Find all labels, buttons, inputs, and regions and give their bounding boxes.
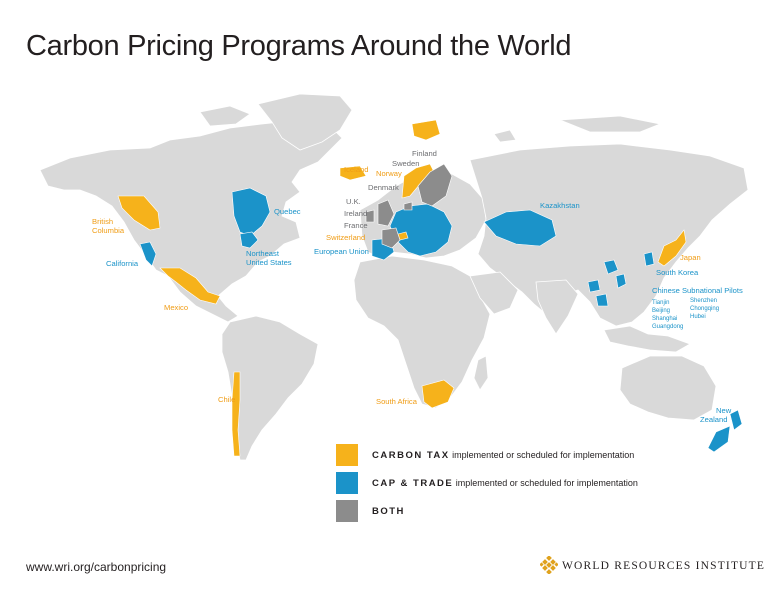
- pilot-guangdong: Guangdong: [652, 324, 683, 330]
- label-finland: Finland: [412, 149, 437, 158]
- legend-text-both: BOTH: [372, 506, 405, 517]
- legend-desc-carbon-tax: implemented or scheduled for implementat…: [452, 450, 635, 460]
- south-korea-region: [643, 251, 655, 267]
- quebec-region: [231, 187, 271, 237]
- pilot-shanghai: Shanghai: [652, 316, 677, 322]
- africa-landmass: [353, 255, 491, 409]
- legend-desc-cap-trade: implemented or scheduled for implementat…: [455, 478, 638, 488]
- cap-trade-regions: [139, 187, 743, 453]
- pilot-tianjin: Tianjin: [652, 300, 669, 306]
- label-switzerland: Switzerland: [326, 233, 365, 242]
- legend-text-carbon-tax: CARBON TAX implemented or scheduled for …: [372, 450, 634, 461]
- page-title: Carbon Pricing Programs Around the World: [26, 30, 572, 62]
- south-africa-region: [421, 379, 455, 409]
- china-pilot-hubei: [587, 279, 601, 293]
- ireland-region: [365, 209, 375, 223]
- legend-row-cap-trade: CAP & TRADE implemented or scheduled for…: [336, 472, 736, 496]
- california-region: [139, 241, 157, 267]
- china-pilot-shanghai: [615, 273, 627, 289]
- label-denmark: Denmark: [368, 183, 399, 192]
- russia-arctic: [559, 115, 662, 133]
- label-chinese-pilots-col2: Shenzhen Chongqing Hubei: [690, 298, 721, 320]
- asia-landmass: [469, 143, 749, 327]
- label-northeast-us: Northeast United States: [246, 249, 292, 267]
- france-region: [381, 227, 401, 249]
- legend-swatch-cap-trade: [336, 472, 358, 494]
- footer-url[interactable]: www.wri.org/carbonpricing: [26, 560, 167, 574]
- china-pilot-guangdong: [595, 293, 609, 307]
- kazakhstan-region: [483, 209, 557, 247]
- label-new-zealand-l1: New: [716, 406, 732, 415]
- label-mexico: Mexico: [164, 303, 188, 312]
- japan-region: [657, 229, 687, 267]
- label-new-zealand: New Zealand: [700, 406, 733, 424]
- label-ireland: Ireland: [344, 209, 367, 218]
- wri-logo-icon: [540, 556, 558, 574]
- label-northeast-us-l2: United States: [246, 258, 292, 267]
- carbon-tax-regions: [117, 119, 687, 457]
- label-france: France: [344, 221, 368, 230]
- chile-region: [231, 371, 241, 457]
- label-british-columbia-l1: British: [92, 217, 113, 226]
- arctic-islands: [199, 105, 251, 127]
- pilot-beijing: Beijing: [652, 308, 670, 314]
- map-labels: British Columbia Quebec California North…: [92, 149, 743, 424]
- australia: [619, 355, 717, 421]
- svalbard-tax: [411, 119, 441, 141]
- legend-row-both: BOTH: [336, 500, 736, 524]
- label-chinese-pilots-col1: Tianjin Beijing Shanghai Guangdong: [652, 300, 683, 330]
- legend-swatch-carbon-tax: [336, 444, 358, 466]
- pilot-hubei: Hubei: [690, 314, 706, 320]
- organization-logo: WORLD RESOURCES INSTITUTE: [540, 556, 770, 576]
- label-british-columbia: British Columbia: [92, 217, 125, 235]
- label-kazakhstan: Kazakhstan: [540, 201, 580, 210]
- organization-name: WORLD RESOURCES INSTITUTE: [562, 560, 766, 572]
- label-norway: Norway: [376, 169, 402, 178]
- north-america-landmass: [39, 119, 343, 323]
- label-south-africa: South Africa: [376, 397, 418, 406]
- label-japan: Japan: [680, 253, 701, 262]
- south-america-landmass: [221, 315, 319, 461]
- label-sweden: Sweden: [392, 159, 419, 168]
- label-northeast-us-l1: Northeast: [246, 249, 280, 258]
- label-california: California: [106, 259, 139, 268]
- legend-row-carbon-tax: CARBON TAX implemented or scheduled for …: [336, 444, 736, 468]
- new-zealand-south: [707, 425, 731, 453]
- legend-key-both: BOTH: [372, 506, 405, 517]
- legend-key-carbon-tax: CARBON TAX: [372, 450, 450, 461]
- british-columbia-region: [117, 195, 161, 231]
- legend-key-cap-trade: CAP & TRADE: [372, 478, 454, 489]
- northeast-us-region: [239, 231, 259, 249]
- southeast-asia-islands: [603, 325, 691, 353]
- sweden-finland-region: [417, 163, 453, 207]
- madagascar: [473, 355, 489, 391]
- denmark-region: [403, 201, 413, 211]
- label-chile: Chile: [218, 395, 235, 404]
- legend-text-cap-trade: CAP & TRADE implemented or scheduled for…: [372, 478, 638, 489]
- label-new-zealand-l2: Zealand: [700, 415, 727, 424]
- label-quebec: Quebec: [274, 207, 301, 216]
- label-british-columbia-l2: Columbia: [92, 226, 125, 235]
- pilot-shenzhen: Shenzhen: [690, 298, 717, 304]
- label-iceland: Iceland: [344, 165, 369, 174]
- label-chinese-pilots: Chinese Subnational Pilots: [652, 286, 743, 295]
- greenland: [257, 93, 353, 151]
- pilot-chongqing: Chongqing: [690, 306, 719, 312]
- arabia: [469, 271, 519, 315]
- iceland-region: [339, 165, 367, 181]
- label-uk: U.K.: [346, 197, 361, 206]
- label-south-korea: South Korea: [656, 268, 699, 277]
- label-european-union: European Union: [314, 247, 369, 256]
- china-pilot-beijing: [603, 259, 619, 275]
- mexico-region: [159, 267, 221, 305]
- uk-region: [377, 199, 395, 227]
- legend-swatch-both: [336, 500, 358, 522]
- new-zealand-north: [729, 409, 743, 431]
- both-regions: [365, 163, 453, 249]
- india: [535, 279, 579, 335]
- svalbard: [493, 129, 517, 143]
